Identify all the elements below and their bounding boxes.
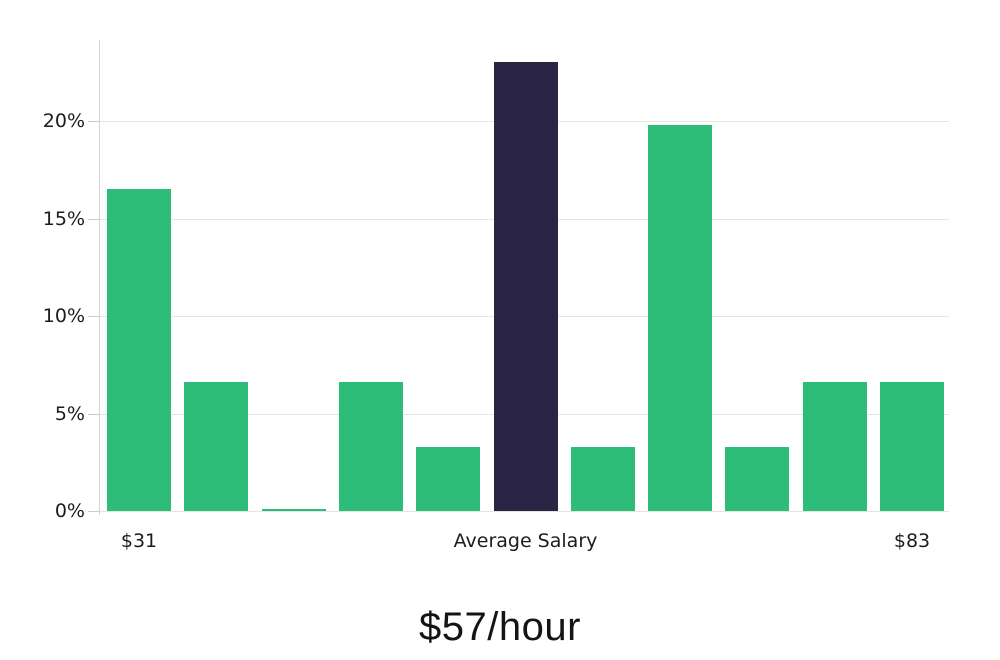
y-axis-tick [88,316,99,317]
histogram-bar [416,447,480,511]
histogram-bar [571,447,635,511]
y-gridline [99,511,949,512]
y-tick-label: 20% [42,110,85,132]
y-tick-label: 15% [42,207,85,230]
x-tick-label: $83 [893,530,931,552]
y-tick-label: 10% [42,305,85,327]
x-tick-label: Average Salary [453,530,598,552]
histogram-bar-highlight [494,62,558,511]
chart-title: $57/hour [419,605,581,649]
histogram-bar [107,189,171,511]
histogram-bar [339,382,403,511]
histogram-bar [648,125,712,511]
histogram-bar [184,382,248,511]
histogram-bar [725,447,789,511]
y-axis-line [99,40,100,515]
y-axis-tick [88,218,99,220]
x-tick-label: $31 [120,530,158,552]
y-axis-tick [88,511,99,512]
y-tick-label: 5% [54,402,85,425]
histogram-bar [262,509,326,511]
histogram-bar [880,382,944,511]
y-tick-label: 0% [54,500,85,522]
y-axis-tick [88,121,99,122]
y-axis-tick [88,413,99,415]
histogram-bar [803,382,867,511]
